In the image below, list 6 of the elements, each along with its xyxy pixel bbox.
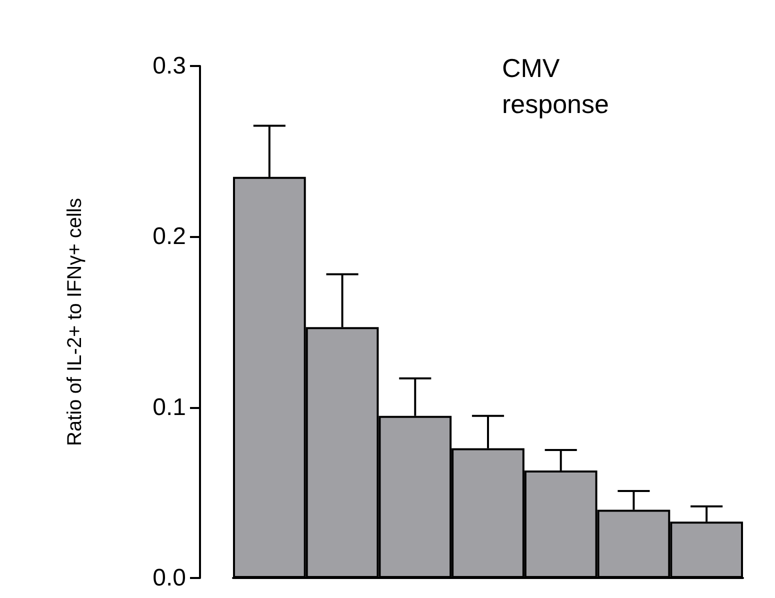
y-tick-label: 0.3 <box>152 52 186 80</box>
y-axis-title: Ratio of IL-2+ to IFNγ+ cells <box>64 198 86 446</box>
y-tick-label: 0.0 <box>152 564 186 592</box>
chart-title: CMV response <box>502 53 609 119</box>
y-tick-label: 0.2 <box>152 223 186 250</box>
y-tick-label: 0.1 <box>152 394 186 421</box>
